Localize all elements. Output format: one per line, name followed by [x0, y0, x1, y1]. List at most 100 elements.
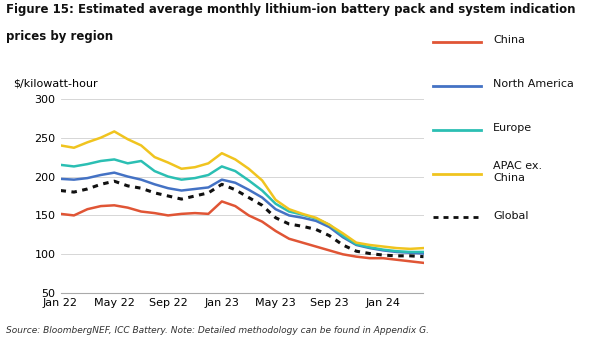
Europe — [57, 163, 64, 167]
Text: Europe: Europe — [493, 123, 532, 133]
China — [165, 213, 172, 217]
China — [151, 211, 159, 215]
China — [353, 255, 360, 259]
Text: China: China — [493, 35, 525, 45]
APAC ex. China — [178, 167, 185, 171]
Global — [165, 194, 172, 198]
China — [272, 229, 280, 233]
China — [420, 261, 427, 265]
China — [178, 212, 185, 216]
North America — [420, 251, 427, 255]
Text: prices by region: prices by region — [6, 30, 113, 43]
North America — [204, 185, 212, 189]
Europe — [366, 245, 373, 249]
Global — [70, 190, 77, 194]
Global — [393, 254, 401, 258]
North America — [124, 175, 131, 179]
APAC ex. China — [57, 144, 64, 148]
Line: APAC ex. China: APAC ex. China — [60, 131, 424, 249]
China — [286, 237, 293, 241]
Global — [353, 249, 360, 253]
Global — [272, 216, 280, 220]
APAC ex. China — [165, 160, 172, 164]
APAC ex. China — [151, 155, 159, 159]
Europe — [97, 159, 105, 163]
APAC ex. China — [232, 157, 239, 161]
Europe — [151, 169, 159, 173]
China — [366, 256, 373, 260]
APAC ex. China — [83, 140, 91, 144]
Text: Figure 15: Estimated average monthly lithium-ion battery pack and system indicat: Figure 15: Estimated average monthly lit… — [6, 3, 575, 17]
China — [204, 212, 212, 216]
China — [232, 204, 239, 208]
Global — [124, 184, 131, 188]
North America — [151, 182, 159, 186]
Global — [232, 188, 239, 192]
Global — [245, 195, 252, 200]
North America — [83, 176, 91, 180]
North America — [57, 177, 64, 181]
APAC ex. China — [137, 144, 145, 148]
APAC ex. China — [245, 167, 252, 171]
Line: North America: North America — [60, 173, 424, 253]
North America — [178, 188, 185, 192]
APAC ex. China — [204, 161, 212, 165]
North America — [70, 178, 77, 182]
APAC ex. China — [379, 245, 387, 249]
North America — [137, 178, 145, 182]
China — [137, 210, 145, 214]
Europe — [124, 161, 131, 165]
Europe — [178, 178, 185, 182]
North America — [272, 207, 280, 211]
APAC ex. China — [407, 247, 414, 251]
APAC ex. China — [258, 178, 266, 182]
Europe — [339, 234, 347, 238]
Line: China: China — [60, 202, 424, 263]
North America — [165, 186, 172, 190]
Global — [151, 191, 159, 195]
North America — [339, 235, 347, 239]
Global — [204, 191, 212, 195]
China — [124, 206, 131, 210]
North America — [393, 250, 401, 254]
North America — [312, 219, 319, 223]
Europe — [137, 159, 145, 163]
Global — [57, 188, 64, 192]
Europe — [165, 175, 172, 179]
North America — [366, 246, 373, 250]
Line: Global: Global — [60, 181, 424, 257]
APAC ex. China — [299, 212, 306, 216]
APAC ex. China — [286, 207, 293, 211]
China — [312, 245, 319, 249]
China — [393, 258, 401, 262]
China — [111, 203, 118, 207]
Global — [258, 203, 266, 207]
Europe — [407, 250, 414, 254]
Europe — [379, 248, 387, 252]
North America — [407, 251, 414, 255]
Europe — [325, 223, 333, 227]
Global — [420, 255, 427, 259]
Europe — [258, 188, 266, 192]
Europe — [393, 249, 401, 253]
APAC ex. China — [420, 246, 427, 250]
Global — [83, 187, 91, 191]
China — [407, 259, 414, 263]
China — [57, 212, 64, 216]
Global — [407, 254, 414, 258]
Europe — [191, 176, 198, 180]
China — [191, 211, 198, 215]
APAC ex. China — [353, 241, 360, 245]
Europe — [70, 164, 77, 168]
North America — [245, 188, 252, 192]
Line: Europe: Europe — [60, 159, 424, 252]
Europe — [111, 157, 118, 161]
North America — [286, 213, 293, 217]
Europe — [353, 242, 360, 246]
China — [218, 200, 226, 204]
Global — [312, 227, 319, 232]
China — [379, 256, 387, 260]
Global — [97, 182, 105, 186]
Global — [325, 234, 333, 238]
North America — [218, 178, 226, 182]
